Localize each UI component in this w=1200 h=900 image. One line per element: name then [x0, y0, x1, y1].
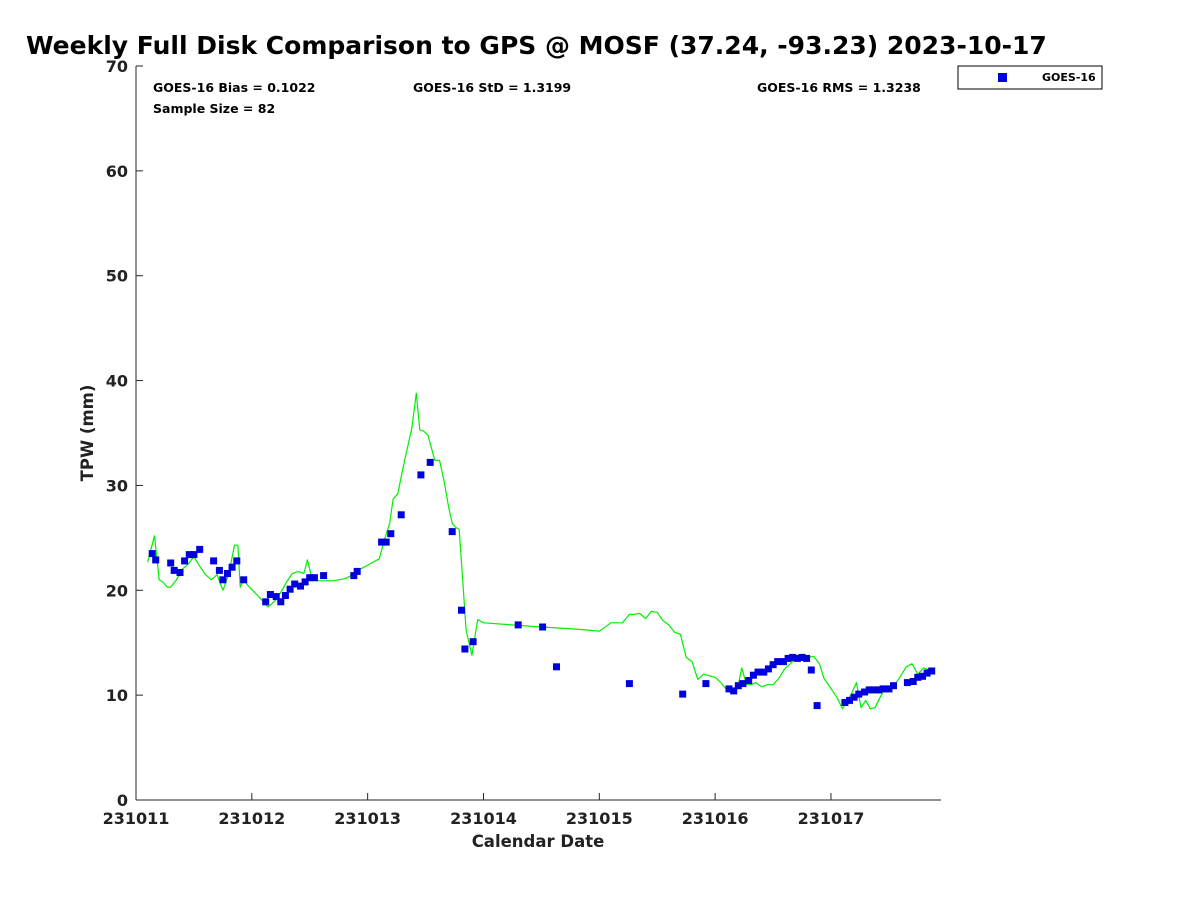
rms-stat: GOES-16 RMS = 1.3238 — [757, 80, 921, 95]
goes16-point — [539, 624, 546, 631]
chart-title: Weekly Full Disk Comparison to GPS @ MOS… — [26, 31, 1047, 60]
goes16-point — [553, 663, 560, 670]
x-tick-label: 231014 — [450, 809, 517, 828]
goes16-point — [181, 557, 188, 564]
goes16-point — [417, 471, 424, 478]
legend: GOES-16 — [958, 66, 1102, 89]
std-stat: GOES-16 StD = 1.3199 — [413, 80, 571, 95]
y-tick-label: 10 — [106, 686, 128, 705]
goes16-point — [210, 557, 217, 564]
goes16-point — [702, 680, 709, 687]
gps-series — [148, 393, 935, 709]
goes16-point — [216, 567, 223, 574]
goes16-point — [387, 530, 394, 537]
goes16-point — [149, 550, 156, 557]
goes16-point — [626, 680, 633, 687]
goes16-point — [814, 702, 821, 709]
x-tick-label: 231017 — [798, 809, 865, 828]
goes16-point — [229, 564, 236, 571]
goes16-point — [277, 598, 284, 605]
x-tick-label: 231016 — [682, 809, 749, 828]
goes16-point — [354, 568, 361, 575]
goes16-point — [679, 691, 686, 698]
goes16-point — [458, 607, 465, 614]
x-tick-label: 231012 — [218, 809, 285, 828]
y-tick-label: 40 — [106, 372, 128, 391]
sample-size-stat: Sample Size = 82 — [153, 101, 275, 116]
goes16-point — [470, 638, 477, 645]
goes16-point — [808, 667, 815, 674]
goes16-point — [262, 598, 269, 605]
y-tick-label: 70 — [106, 57, 128, 76]
goes16-point — [461, 646, 468, 653]
goes16-point — [240, 576, 247, 583]
goes16-point — [398, 511, 405, 518]
bias-stat: GOES-16 Bias = 0.1022 — [153, 80, 315, 95]
legend-label-goes16: GOES-16 — [1042, 71, 1096, 84]
x-tick-label: 231015 — [566, 809, 633, 828]
tpw-comparison-chart: Weekly Full Disk Comparison to GPS @ MOS… — [0, 0, 1200, 900]
y-axis-label: TPW (mm) — [78, 385, 97, 482]
x-axis-label: Calendar Date — [472, 832, 605, 851]
y-tick-label: 0 — [117, 791, 128, 810]
goes16-point — [224, 570, 231, 577]
x-axis-ticks: 231011 231012 231013 231014 231015 231016 2310… — [103, 793, 865, 828]
legend-marker-goes16 — [998, 73, 1007, 82]
axes — [136, 66, 941, 800]
goes16-point — [152, 556, 159, 563]
goes16-point — [427, 459, 434, 466]
goes16-point — [320, 572, 327, 579]
goes16-point — [311, 574, 318, 581]
goes16-point — [196, 546, 203, 553]
goes16-point — [928, 668, 935, 675]
x-tick-label: 231011 — [103, 809, 170, 828]
goes16-point — [219, 576, 226, 583]
goes16-point — [449, 528, 456, 535]
goes16-point — [383, 539, 390, 546]
y-tick-label: 50 — [106, 267, 128, 286]
y-tick-label: 30 — [106, 476, 128, 495]
goes16-point — [167, 560, 174, 567]
goes16-point — [177, 569, 184, 576]
x-tick-label: 231013 — [334, 809, 401, 828]
goes16-series — [149, 459, 936, 709]
goes16-point — [515, 621, 522, 628]
goes16-point — [233, 557, 240, 564]
gps-line — [148, 393, 935, 709]
goes16-point — [282, 592, 289, 599]
goes16-point — [890, 682, 897, 689]
y-tick-label: 60 — [106, 162, 128, 181]
y-axis-ticks: 0 10 20 30 40 50 60 70 — [106, 57, 143, 810]
y-tick-label: 20 — [106, 581, 128, 600]
goes16-point — [803, 655, 810, 662]
statistics-panel: GOES-16 Bias = 0.1022 GOES-16 StD = 1.31… — [153, 80, 921, 116]
